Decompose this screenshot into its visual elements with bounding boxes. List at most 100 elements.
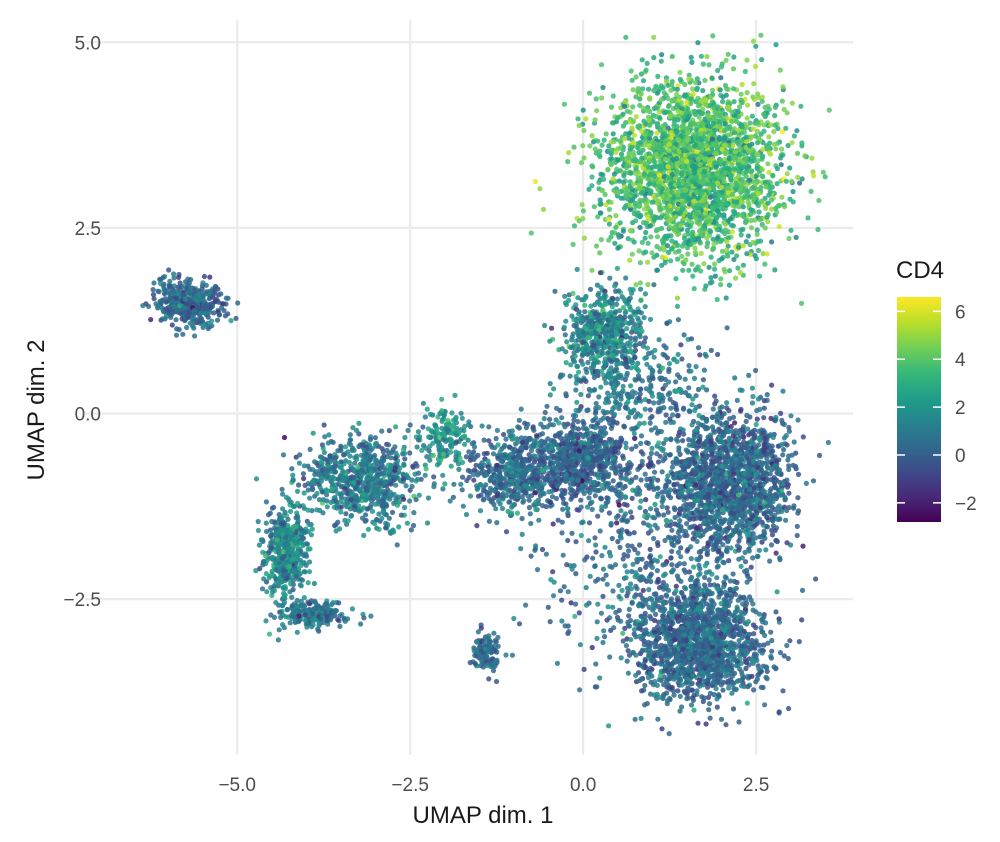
data-point [718,202,724,208]
data-point [700,61,706,67]
data-point [609,229,615,235]
data-point [654,493,660,499]
data-point [662,260,668,266]
data-point [654,267,661,273]
data-point [702,481,708,487]
data-point [803,480,810,486]
data-point [662,156,669,162]
data-point [741,129,748,135]
data-point [779,146,785,152]
data-point [630,140,636,146]
data-point [654,234,661,240]
data-point [800,434,806,440]
data-point [688,54,694,61]
data-point [683,257,689,263]
data-point [781,447,787,453]
data-point [780,388,786,394]
data-point [706,707,712,713]
data-point [722,82,729,89]
data-point [601,137,607,143]
data-point [698,467,704,473]
data-point [637,203,643,209]
data-point [586,90,593,96]
data-point [669,238,675,244]
data-point [738,227,744,233]
data-point [603,202,609,208]
data-point [754,227,760,233]
data-point [755,101,761,107]
data-point [589,267,595,273]
data-point [579,352,586,359]
data-point [738,232,744,238]
data-point [665,103,672,109]
data-point [693,189,700,196]
data-point [627,130,633,136]
data-point [655,192,661,198]
data-point [633,165,639,171]
data-point [669,464,676,470]
data-point [761,398,767,404]
data-point [692,111,699,118]
data-point [778,488,785,494]
data-point [723,446,729,452]
data-point [675,256,681,262]
data-point [687,212,693,218]
data-point [708,228,714,235]
data-point [651,181,657,188]
data-point [680,201,686,207]
data-point [773,537,779,544]
data-point [585,335,591,341]
data-point [676,148,682,155]
data-point [621,173,627,179]
data-point [647,132,654,138]
data-point [737,487,743,493]
data-point [723,548,730,554]
data-point [762,195,768,201]
data-point [780,452,786,458]
data-point [720,506,726,513]
data-point [788,413,794,419]
data-point [768,542,775,548]
data-point [730,414,737,420]
data-point [662,110,668,116]
data-point [674,169,680,175]
data-point [647,122,653,128]
data-point [750,497,756,503]
data-point [627,339,633,345]
data-point [744,532,751,538]
data-point [706,264,712,270]
data-point [698,250,704,256]
data-point [563,318,569,324]
data-point [778,410,784,416]
data-point [633,114,639,120]
data-point [638,150,644,156]
data-point [563,360,569,366]
data-point [634,327,640,333]
data-point [659,254,666,260]
data-point [757,505,763,511]
data-point [680,164,686,170]
data-point [676,448,682,454]
data-point [715,180,721,186]
data-point [750,555,756,561]
data-point [682,81,688,88]
data-point [658,97,665,103]
data-point [684,158,690,164]
data-point [613,324,619,330]
data-point [712,160,718,166]
data-point [712,401,718,407]
data-point [668,258,674,264]
data-point [591,204,597,210]
data-point [654,568,660,574]
data-point [674,91,680,97]
data-point [794,532,800,539]
data-point [737,432,743,438]
data-point [576,309,582,315]
data-point [745,148,752,154]
data-point [759,519,765,526]
data-point [581,235,588,241]
data-point [742,193,748,199]
data-point [614,265,621,271]
data-point [768,486,774,492]
data-point [815,226,821,233]
